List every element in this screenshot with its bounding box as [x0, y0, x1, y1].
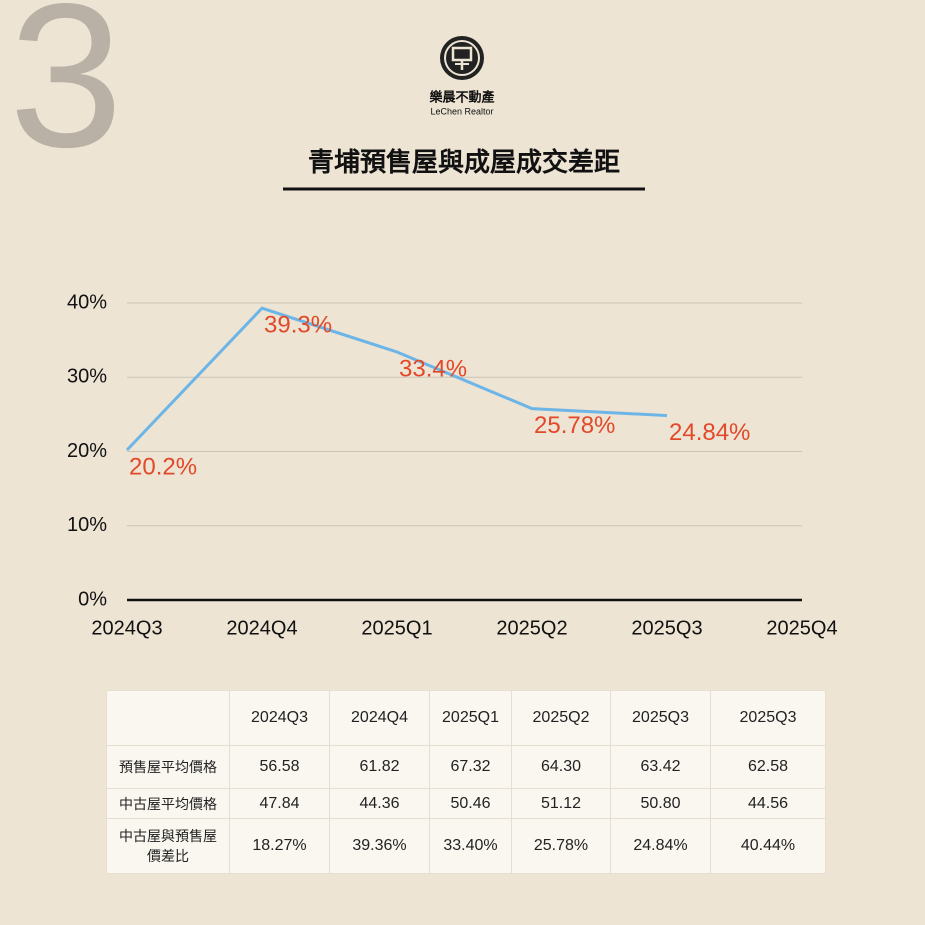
table-cell: 40.44%: [710, 818, 826, 874]
y-tick-label: 0%: [78, 588, 107, 610]
value-label: 24.84%: [669, 419, 750, 446]
table-cell: 39.36%: [329, 818, 430, 874]
row-label-line: 預售屋平均價格: [119, 759, 217, 775]
logo-icon: [440, 36, 484, 80]
x-tick-label: 2025Q4: [766, 617, 837, 639]
row-label-line: 中古屋與預售屋: [119, 828, 217, 844]
table-cell: 24.84%: [610, 818, 711, 874]
table-cell: 64.30: [511, 745, 611, 789]
chart: 3 樂晨不動產 LeChen Realtor 青埔預售屋與成屋成交差距 0% 10…: [9, 0, 838, 639]
table-cell: 33.40%: [429, 818, 512, 874]
column-header: 2025Q3: [610, 690, 711, 746]
row-label: 預售屋平均價格: [106, 745, 230, 789]
row-label-line: 價差比: [147, 848, 189, 864]
value-label: 20.2%: [129, 453, 197, 480]
y-tick-label: 10%: [67, 514, 107, 536]
y-tick-label: 30%: [67, 366, 107, 388]
y-tick-label: 40%: [67, 291, 107, 313]
column-header: 2025Q3: [710, 690, 826, 746]
x-tick-label: 2025Q2: [496, 617, 567, 639]
table-cell: 67.32: [429, 745, 512, 789]
x-tick-label: 2024Q4: [226, 617, 297, 639]
corner-cell: [106, 690, 230, 746]
value-label: 39.3%: [264, 312, 332, 339]
table-cell: 62.58: [710, 745, 826, 789]
table-cell: 50.46: [429, 788, 512, 819]
table-row: 中古屋與預售屋 價差比 18.27% 39.36% 33.40% 25.78% 24.84%…: [106, 818, 826, 874]
table-cell: 47.84: [229, 788, 330, 819]
value-label: 33.4%: [399, 355, 467, 382]
chart-title: 青埔預售屋與成屋成交差距: [308, 147, 620, 177]
table-cell: 50.80: [610, 788, 711, 819]
y-tick-label: 20%: [67, 440, 107, 462]
column-header: 2024Q3: [229, 690, 330, 746]
x-tick-label: 2024Q3: [91, 617, 162, 639]
table-cell: 18.27%: [229, 818, 330, 874]
header-row: 2024Q3 2024Q4 2025Q1 2025Q2 2025Q3 2025Q3: [106, 690, 826, 746]
table-cell: 56.58: [229, 745, 330, 789]
table-cell: 44.36: [329, 788, 430, 819]
table-cell: 61.82: [329, 745, 430, 789]
row-label: 中古屋平均價格: [106, 788, 230, 819]
table-cell: 44.56: [710, 788, 826, 819]
x-tick-label: 2025Q1: [361, 617, 432, 639]
column-header: 2025Q1: [429, 690, 512, 746]
table-cell: 51.12: [511, 788, 611, 819]
table-cell: 63.42: [610, 745, 711, 789]
x-tick-label: 2025Q3: [631, 617, 702, 639]
value-label: 25.78%: [534, 412, 615, 439]
logo-name: 樂晨不動產: [429, 89, 494, 104]
logo-name-en: LeChen Realtor: [430, 106, 493, 116]
table-row: 預售屋平均價格 56.58 61.82 67.32 64.30 63.42 62.58: [106, 745, 826, 789]
page-number: 3: [9, 0, 123, 190]
column-header: 2025Q2: [511, 690, 611, 746]
table-row: 中古屋平均價格 47.84 44.36 50.46 51.12 50.80 44.56: [106, 788, 826, 819]
table-cell: 25.78%: [511, 818, 611, 874]
data-table: 2024Q3 2024Q4 2025Q1 2025Q2 2025Q3 2025Q3 預售屋平…: [106, 690, 826, 874]
row-label-line: 中古屋平均價格: [119, 795, 217, 812]
row-label: 中古屋與預售屋 價差比: [106, 818, 230, 874]
data-line: [125, 306, 668, 452]
column-header: 2024Q4: [329, 690, 430, 746]
